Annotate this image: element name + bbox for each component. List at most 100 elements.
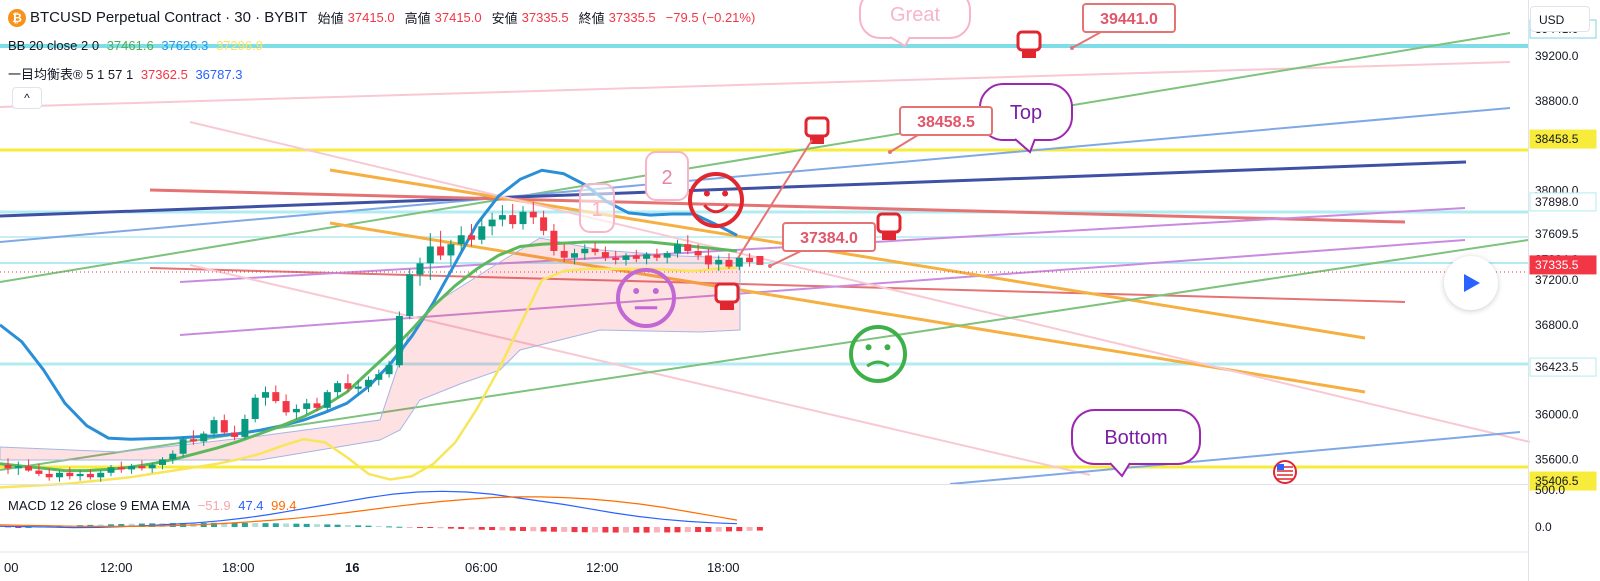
macd-histogram-bar <box>695 527 702 533</box>
trend-line <box>179 239 1466 336</box>
price-note-37384-dot <box>768 264 772 268</box>
macd-histogram-bar <box>592 527 599 533</box>
bb-basis-value: 37461.6 <box>106 38 154 53</box>
macd-histogram-bar <box>108 524 114 527</box>
candle-body <box>375 374 383 380</box>
trend-line <box>189 121 1531 443</box>
neutral-face-icon-eye-l <box>633 288 640 294</box>
sad-face-icon-mouth <box>866 360 890 368</box>
sad-face-icon <box>849 325 907 383</box>
candle-body <box>632 255 640 259</box>
price-note-38458-text: 38458.5 <box>917 114 975 131</box>
price-note-38458: 38458.5 <box>888 106 993 154</box>
candle-body <box>488 219 496 227</box>
pointer-hand-icon-2-palm <box>804 116 830 138</box>
price-label-text: 37335.5 <box>1535 258 1579 272</box>
drawing-lines[interactable] <box>0 32 1531 485</box>
price-note-39441: 39441.0 <box>1070 3 1176 50</box>
price-label-box <box>1529 255 1597 275</box>
candle-body <box>97 472 105 478</box>
neutral-face-icon-outline <box>616 268 676 328</box>
candle-body <box>138 466 146 469</box>
candle-body <box>272 392 280 402</box>
macd-histogram-bar <box>241 522 248 527</box>
candle-body <box>571 253 578 258</box>
candle-body <box>591 248 599 253</box>
candle-body <box>200 433 208 442</box>
macd-histogram-bar <box>334 524 341 527</box>
price-axis[interactable]: 39200.038800.038000.037200.036800.036000… <box>1529 19 1597 534</box>
time-axis[interactable]: 00 12:00 18:00 16 06:00 12:00 18:00 <box>0 551 1528 575</box>
chart-annotations[interactable]: Great Top Bottom 39441.0 38458.5 37384.0 2 1 <box>579 0 1297 484</box>
price-label-text: 35406.5 <box>1535 474 1579 488</box>
pointer-hand-icon-4-cuff <box>720 302 734 310</box>
pointer-hand-icon-1-cuff <box>1022 50 1036 58</box>
candle-body <box>14 466 22 469</box>
candle-body <box>478 226 486 240</box>
bb-lower-value: 37296.9 <box>215 38 263 53</box>
candle-body <box>313 403 321 408</box>
candle-body <box>550 230 558 251</box>
ichimoku-b-value: 36787.3 <box>195 67 243 82</box>
candle-body <box>282 401 290 413</box>
ichimoku-legend[interactable]: 一目均衡表® 5 1 57 1 37362.5 36787.3 <box>8 64 246 83</box>
bb-legend[interactable]: BB 20 close 2 0 37461.6 37626.3 37296.9 <box>8 38 267 53</box>
bottom-callout-tail <box>1109 462 1131 478</box>
bitcoin-icon: ₿ <box>8 8 26 27</box>
replay-button[interactable] <box>1444 256 1498 310</box>
sad-face-icon-outline <box>849 325 907 383</box>
trend-line <box>0 61 1511 108</box>
trend-line <box>189 264 1091 476</box>
macd-histogram-bar <box>509 527 516 531</box>
macd-legend[interactable]: MACD 12 26 close 9 EMA EMA −51.9 47.4 99… <box>8 498 300 513</box>
candle-body <box>128 466 136 470</box>
symbol-title[interactable]: BTCUSD Perpetual Contract · 30 · BYBIT <box>30 9 308 26</box>
price-label-box <box>1529 129 1597 149</box>
symbol-header[interactable]: ₿ BTCUSD Perpetual Contract · 30 · BYBIT… <box>8 8 759 27</box>
play-icon <box>1464 274 1480 292</box>
note-text-2: 2 <box>661 167 672 189</box>
great-callout: Great <box>859 0 971 48</box>
macd-histogram-bar <box>314 524 320 527</box>
candle-body <box>601 252 609 258</box>
time-tick-label: 06:00 <box>465 560 498 575</box>
pointer-hand-icon-2 <box>804 116 830 144</box>
macd-histogram-bar <box>756 527 763 531</box>
great-callout-box <box>859 0 971 39</box>
candle-body <box>56 472 63 478</box>
candle-body <box>416 263 424 275</box>
candle-body <box>509 215 517 225</box>
collapse-legend-button[interactable]: ^ <box>12 87 42 109</box>
happy-face-icon <box>688 172 744 228</box>
macd-histogram-bar <box>303 523 310 527</box>
pane-separator[interactable] <box>0 484 1528 485</box>
price-label-box <box>1529 192 1597 212</box>
macd-histogram-bar <box>571 527 578 533</box>
happy-face-icon-eye-r <box>722 190 729 197</box>
candle-body <box>447 244 455 256</box>
macd-histogram-bar <box>540 527 547 532</box>
candle-body <box>426 246 434 264</box>
macd-histogram-bar <box>520 527 526 531</box>
trend-line <box>329 221 1366 394</box>
candle-body <box>385 365 393 375</box>
trend-line <box>149 267 1406 303</box>
flag-canton <box>1277 464 1284 470</box>
macd-histogram-bar <box>272 523 279 527</box>
candle-body <box>684 244 692 251</box>
currency-button[interactable]: USD <box>1530 6 1590 32</box>
pointer-hand-icon-2-cuff <box>810 136 824 144</box>
pointer-hand-icon-3-palm <box>876 212 902 234</box>
price-label-text: 37898.0 <box>1535 195 1579 209</box>
macd-signal-value: 99.4 <box>271 498 297 513</box>
candle-body <box>323 392 331 408</box>
macd-histogram-bar <box>447 527 454 529</box>
price-note-39441-leader <box>1071 31 1102 49</box>
pointer-hand-icon-4-palm <box>714 282 740 304</box>
macd-histogram-bar <box>684 527 691 533</box>
trend-line <box>949 431 1521 485</box>
macd-histogram-bar <box>705 527 712 532</box>
macd-signal-line <box>0 496 738 528</box>
